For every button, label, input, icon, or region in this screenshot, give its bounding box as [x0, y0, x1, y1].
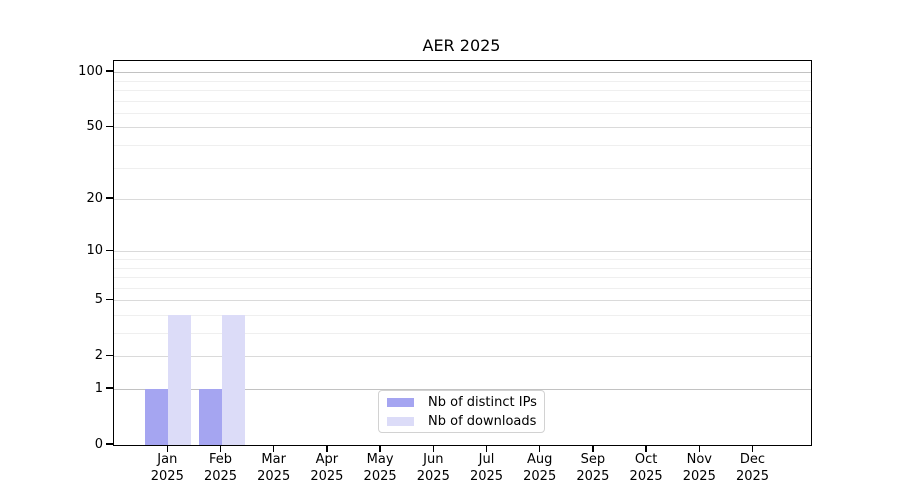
gridline-minor [114, 267, 811, 269]
x-tick-mark [326, 445, 328, 452]
x-tick-mark [485, 445, 488, 452]
y-tick-mark [106, 70, 113, 72]
x-tick-label: May 2025 [363, 452, 397, 484]
x-tick-label: Aug 2025 [523, 452, 557, 484]
x-tick-label: Sep 2025 [576, 452, 610, 484]
legend-box: Nb of distinct IPs Nb of downloads [378, 390, 545, 433]
x-tick-label: Jun 2025 [416, 452, 450, 484]
legend-label: Nb of downloads [428, 413, 537, 429]
gridline-major [114, 199, 811, 201]
x-tick-mark [645, 445, 647, 452]
gridline-minor [114, 287, 811, 289]
x-tick-mark [166, 445, 169, 452]
y-tick-mark [106, 249, 113, 252]
x-tick-mark [379, 445, 381, 452]
legend-swatch [387, 397, 414, 407]
y-tick-label: 2 [94, 347, 103, 363]
y-tick-label: 10 [86, 242, 103, 258]
y-tick-mark [106, 125, 113, 128]
x-tick-mark [219, 445, 222, 452]
gridline-minor [114, 80, 811, 82]
y-tick-mark [106, 298, 113, 300]
gridline-major [114, 389, 811, 390]
legend-row: Nb of downloads [379, 414, 544, 429]
y-tick-mark [106, 354, 113, 356]
gridline-minor [114, 90, 811, 91]
gridline-minor [114, 145, 811, 146]
gridline-major [114, 72, 811, 74]
y-tick-label: 1 [94, 380, 103, 396]
bar-distinct-ips [198, 389, 222, 445]
y-tick-label: 5 [94, 291, 103, 307]
gridline-minor [114, 258, 811, 260]
x-tick-mark [751, 445, 754, 452]
y-tick-label: 0 [94, 436, 103, 452]
gridline-minor [114, 333, 811, 334]
bar-downloads [168, 314, 192, 445]
x-tick-label: Mar 2025 [257, 452, 291, 484]
y-tick-mark [106, 443, 113, 445]
x-tick-label: Jan 2025 [150, 452, 184, 484]
gridline-minor [114, 277, 811, 279]
gridline-major [114, 127, 811, 129]
x-tick-mark [538, 445, 541, 452]
gridline-major [114, 300, 811, 302]
x-tick-label: Jul 2025 [469, 452, 504, 484]
gridline-major [114, 356, 811, 358]
y-tick-label: 100 [78, 63, 103, 79]
x-tick-mark [272, 445, 275, 452]
x-tick-label: Nov 2025 [682, 452, 716, 484]
gridline-minor [114, 314, 811, 316]
legend-row: Nb of distinct IPs [379, 395, 544, 410]
x-tick-label: Apr 2025 [310, 452, 344, 484]
x-tick-mark [592, 445, 594, 452]
plot-area [113, 60, 812, 446]
gridline-minor [114, 167, 811, 169]
chart-title: AER 2025 [422, 36, 501, 55]
gridline-minor [114, 100, 811, 102]
x-tick-label: Feb 2025 [203, 452, 238, 484]
legend-label: Nb of distinct IPs [428, 394, 537, 410]
x-tick-mark [432, 445, 435, 452]
x-tick-label: Oct 2025 [629, 452, 663, 484]
legend-swatch [387, 416, 414, 426]
gridline-minor [114, 112, 811, 114]
x-tick-label: Dec 2025 [735, 452, 770, 484]
x-tick-mark [698, 445, 701, 452]
y-tick-mark [106, 197, 113, 199]
bar-distinct-ips [145, 389, 169, 445]
gridline-major [114, 251, 811, 253]
y-tick-label: 50 [86, 118, 103, 134]
bar-downloads [221, 314, 245, 445]
y-tick-label: 20 [86, 190, 103, 206]
y-tick-mark [106, 387, 113, 389]
